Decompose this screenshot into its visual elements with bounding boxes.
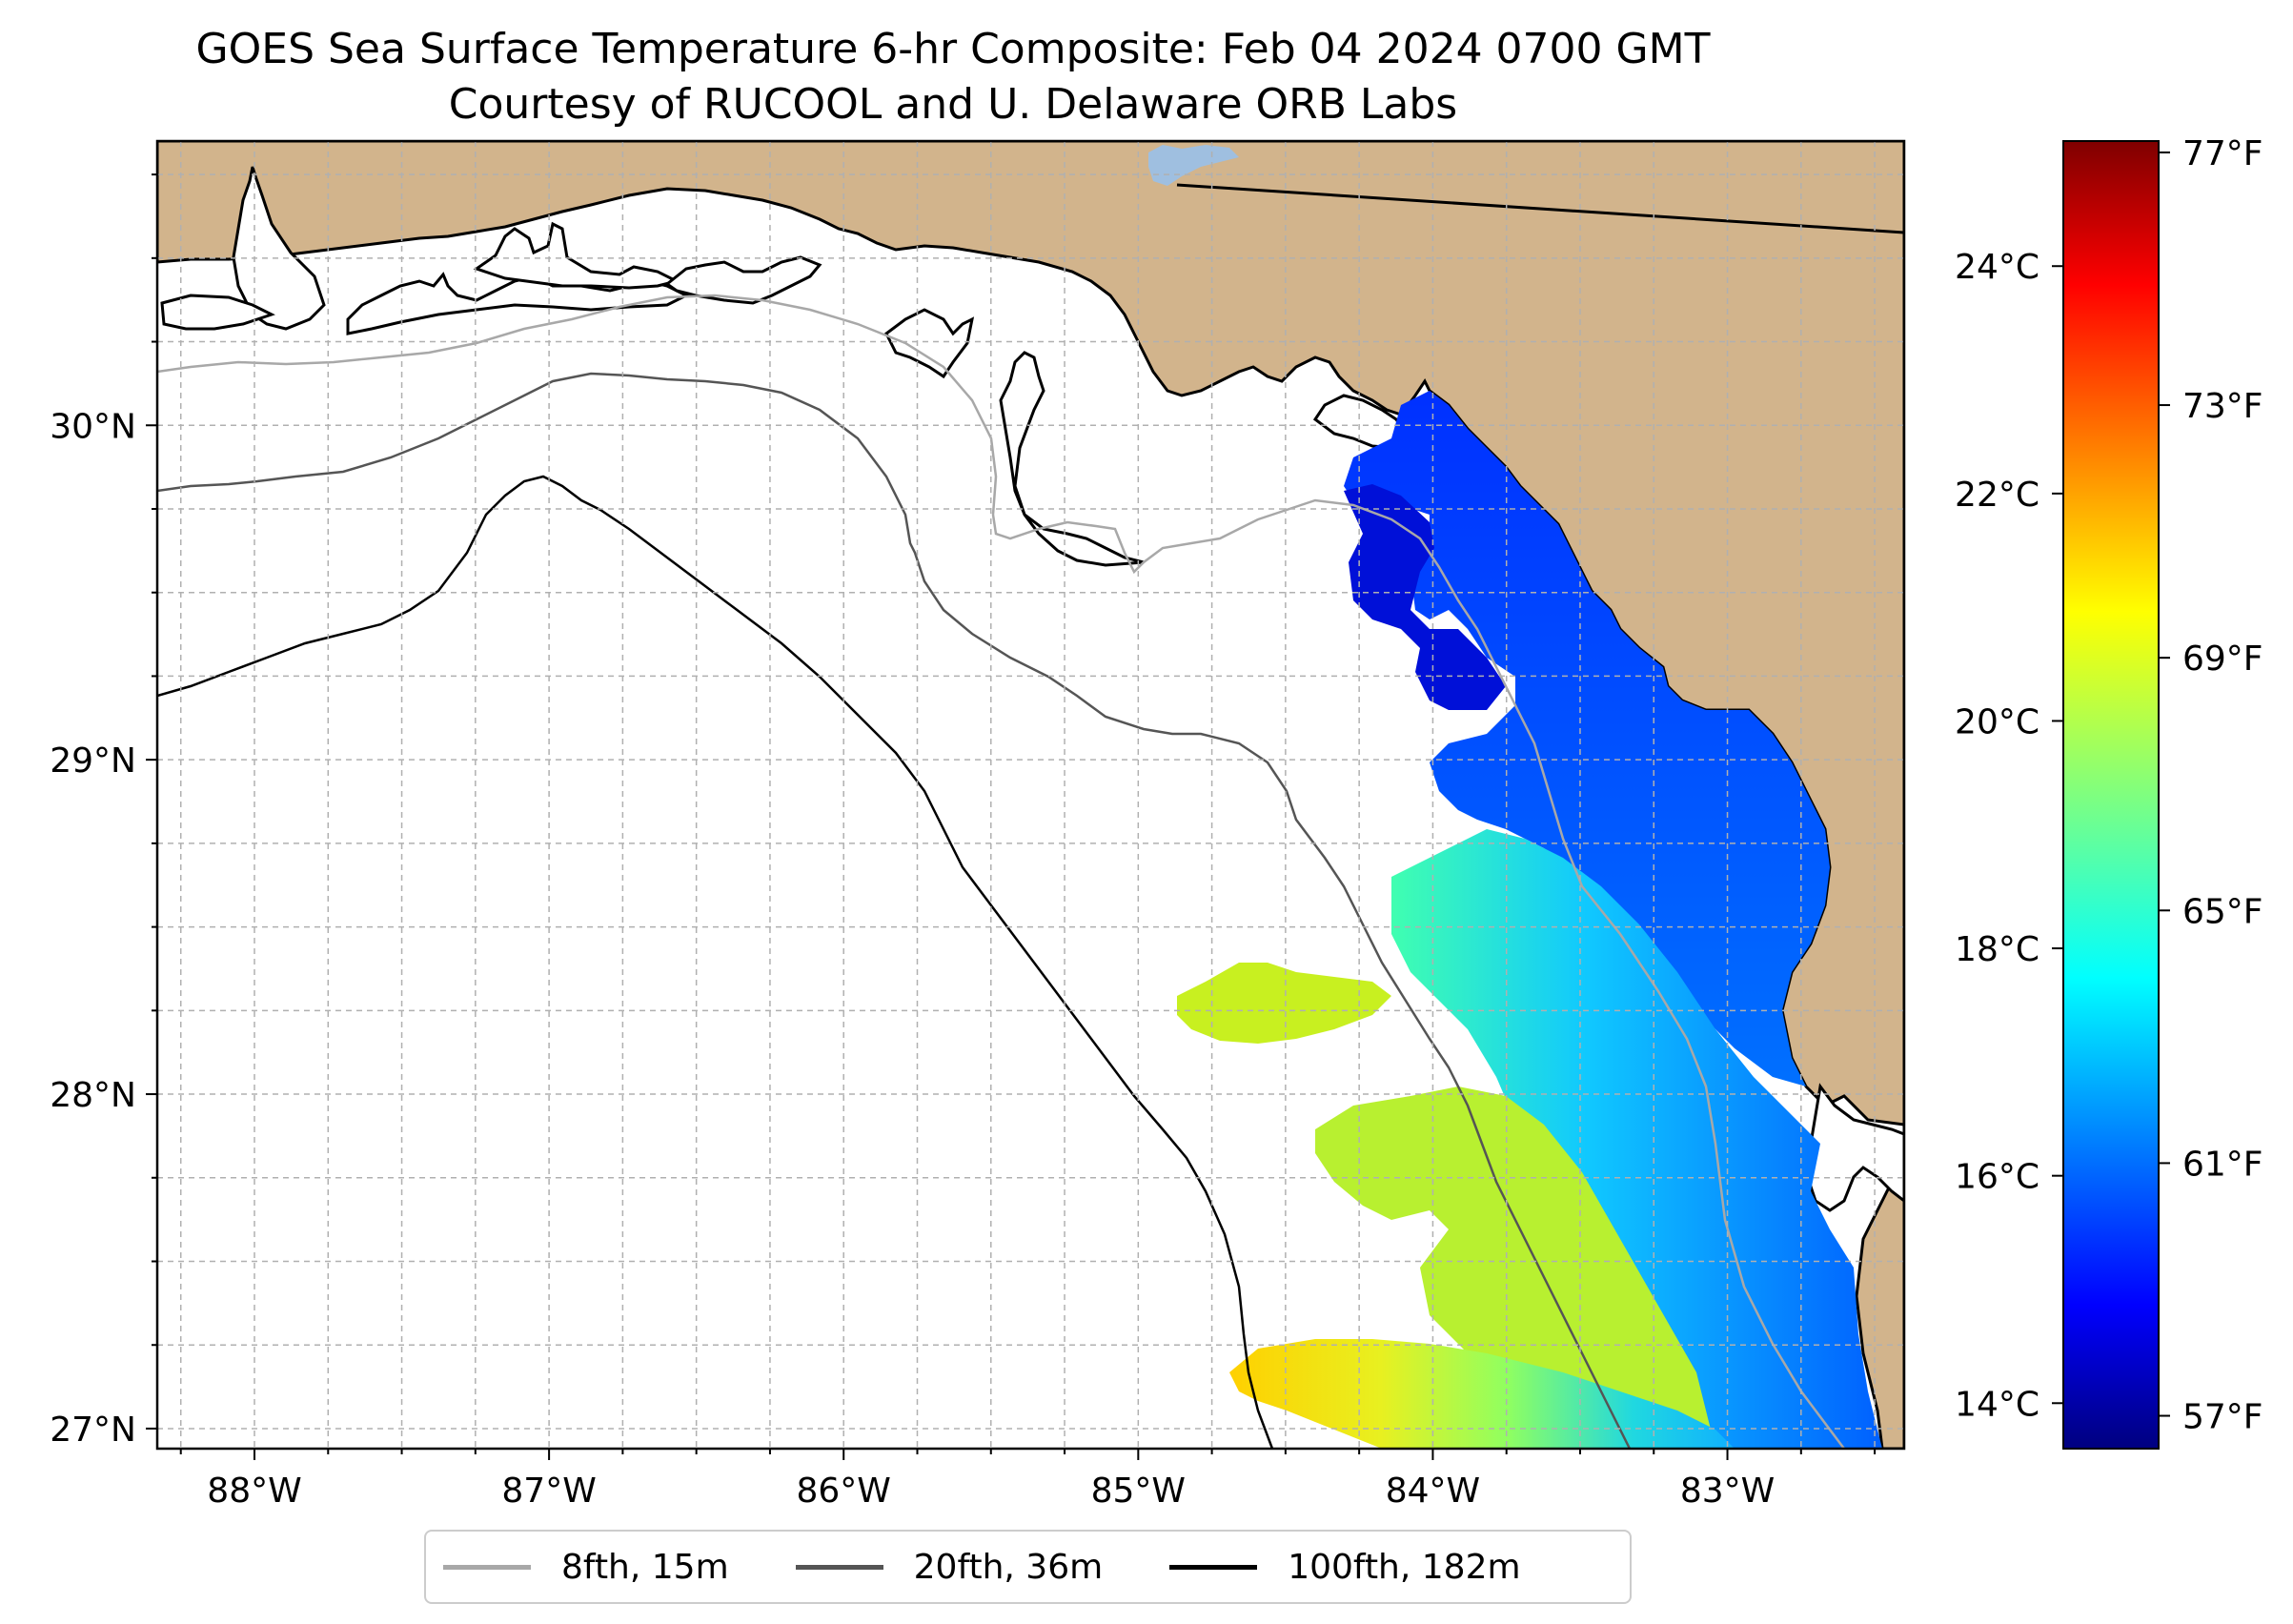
sst-green-yellow-patch [1177,963,1391,1044]
legend-line-swatch [443,1564,531,1570]
colorbar-fahrenheit-label: 65°F [2182,892,2263,931]
colorbar-fahrenheit-label: 61°F [2182,1145,2263,1184]
plot-frame [155,139,1906,1451]
legend-item: 20fth, 36m [795,1547,1104,1587]
colorbar-celsius-label: 24°C [1955,248,2039,287]
isobath-legend: 8fth, 15m 20fth, 36m 100fth, 182m [424,1530,1632,1604]
mobile-bay-inlet [160,294,275,331]
chart-title: GOES Sea Surface Temperature 6-hr Compos… [195,25,1711,73]
lon-tick-label: 88°W [207,1472,301,1511]
colorbar-celsius-label: 14°C [1955,1385,2039,1424]
colorbar-celsius-axis: 14°C 16°C 18°C 20°C 22°C 24°C [1955,248,2063,1424]
legend-item: 100fth, 182m [1169,1547,1521,1587]
lon-tick-label: 83°W [1680,1472,1775,1511]
legend-item: 8fth, 15m [443,1548,729,1587]
lon-tick-label: 84°W [1386,1472,1480,1511]
lat-tick-label: 27°N [50,1411,136,1450]
colorbar-celsius-label: 16°C [1955,1158,2039,1197]
colorbar-fahrenheit-label: 69°F [2182,639,2263,679]
state-boundary [1176,183,1904,234]
sst-mid-cyan [1391,829,1882,1449]
latitude-axis: 27°N 28°N 29°N 30°N [50,173,157,1450]
colorbar-celsius-label: 20°C [1955,702,2039,741]
lon-tick-label: 85°W [1091,1472,1186,1511]
colorbar-fahrenheit-label: 77°F [2182,134,2263,173]
sst-dark-blue-patch [1344,484,1506,710]
chart-subtitle: Courtesy of RUCOOL and U. Delaware ORB L… [448,80,1458,129]
sst-south-yellow [1229,1339,1735,1449]
lat-tick-label: 28°N [50,1076,136,1115]
sst-yellow-green-band [1315,1086,1715,1449]
legend-line-swatch [1169,1564,1258,1570]
longitude-axis: 88°W 87°W 86°W 85°W 84°W 83°W [179,1449,1877,1511]
choctawhatchee-bay [473,221,681,290]
lake [1148,145,1239,186]
legend-label: 8fth, 15m [561,1547,729,1587]
lon-tick-label: 86°W [797,1472,891,1511]
legend-label: 20fth, 36m [913,1547,1104,1587]
colorbar-fahrenheit-label: 57°F [2182,1398,2263,1437]
colorbar-fahrenheit-axis: 57°F 61°F 65°F 69°F 73°F 77°F [2159,134,2263,1437]
lat-tick-label: 29°N [50,741,136,781]
colorbar-fahrenheit-label: 73°F [2182,387,2263,426]
sst-data-layer [1177,391,1882,1449]
legend-label: 100fth, 182m [1288,1547,1521,1587]
colorbar [2062,140,2160,1450]
st-andrew-bay [664,255,822,305]
sst-north-blue [1344,391,1830,1086]
lon-tick-label: 87°W [501,1472,596,1511]
apalachicola-bay [999,351,1145,567]
tampa-bay [1804,1083,1904,1212]
legend-line-swatch [795,1564,883,1570]
isobath-8fth [157,294,1845,1449]
st-joseph-bay [884,308,975,379]
pensacola-bay [346,272,690,335]
colorbar-celsius-label: 18°C [1955,930,2039,969]
isobath-100fth [157,475,1274,1449]
colorbar-celsius-label: 22°C [1955,476,2039,515]
lat-tick-label: 30°N [50,407,136,446]
gridlines [157,141,1904,1449]
